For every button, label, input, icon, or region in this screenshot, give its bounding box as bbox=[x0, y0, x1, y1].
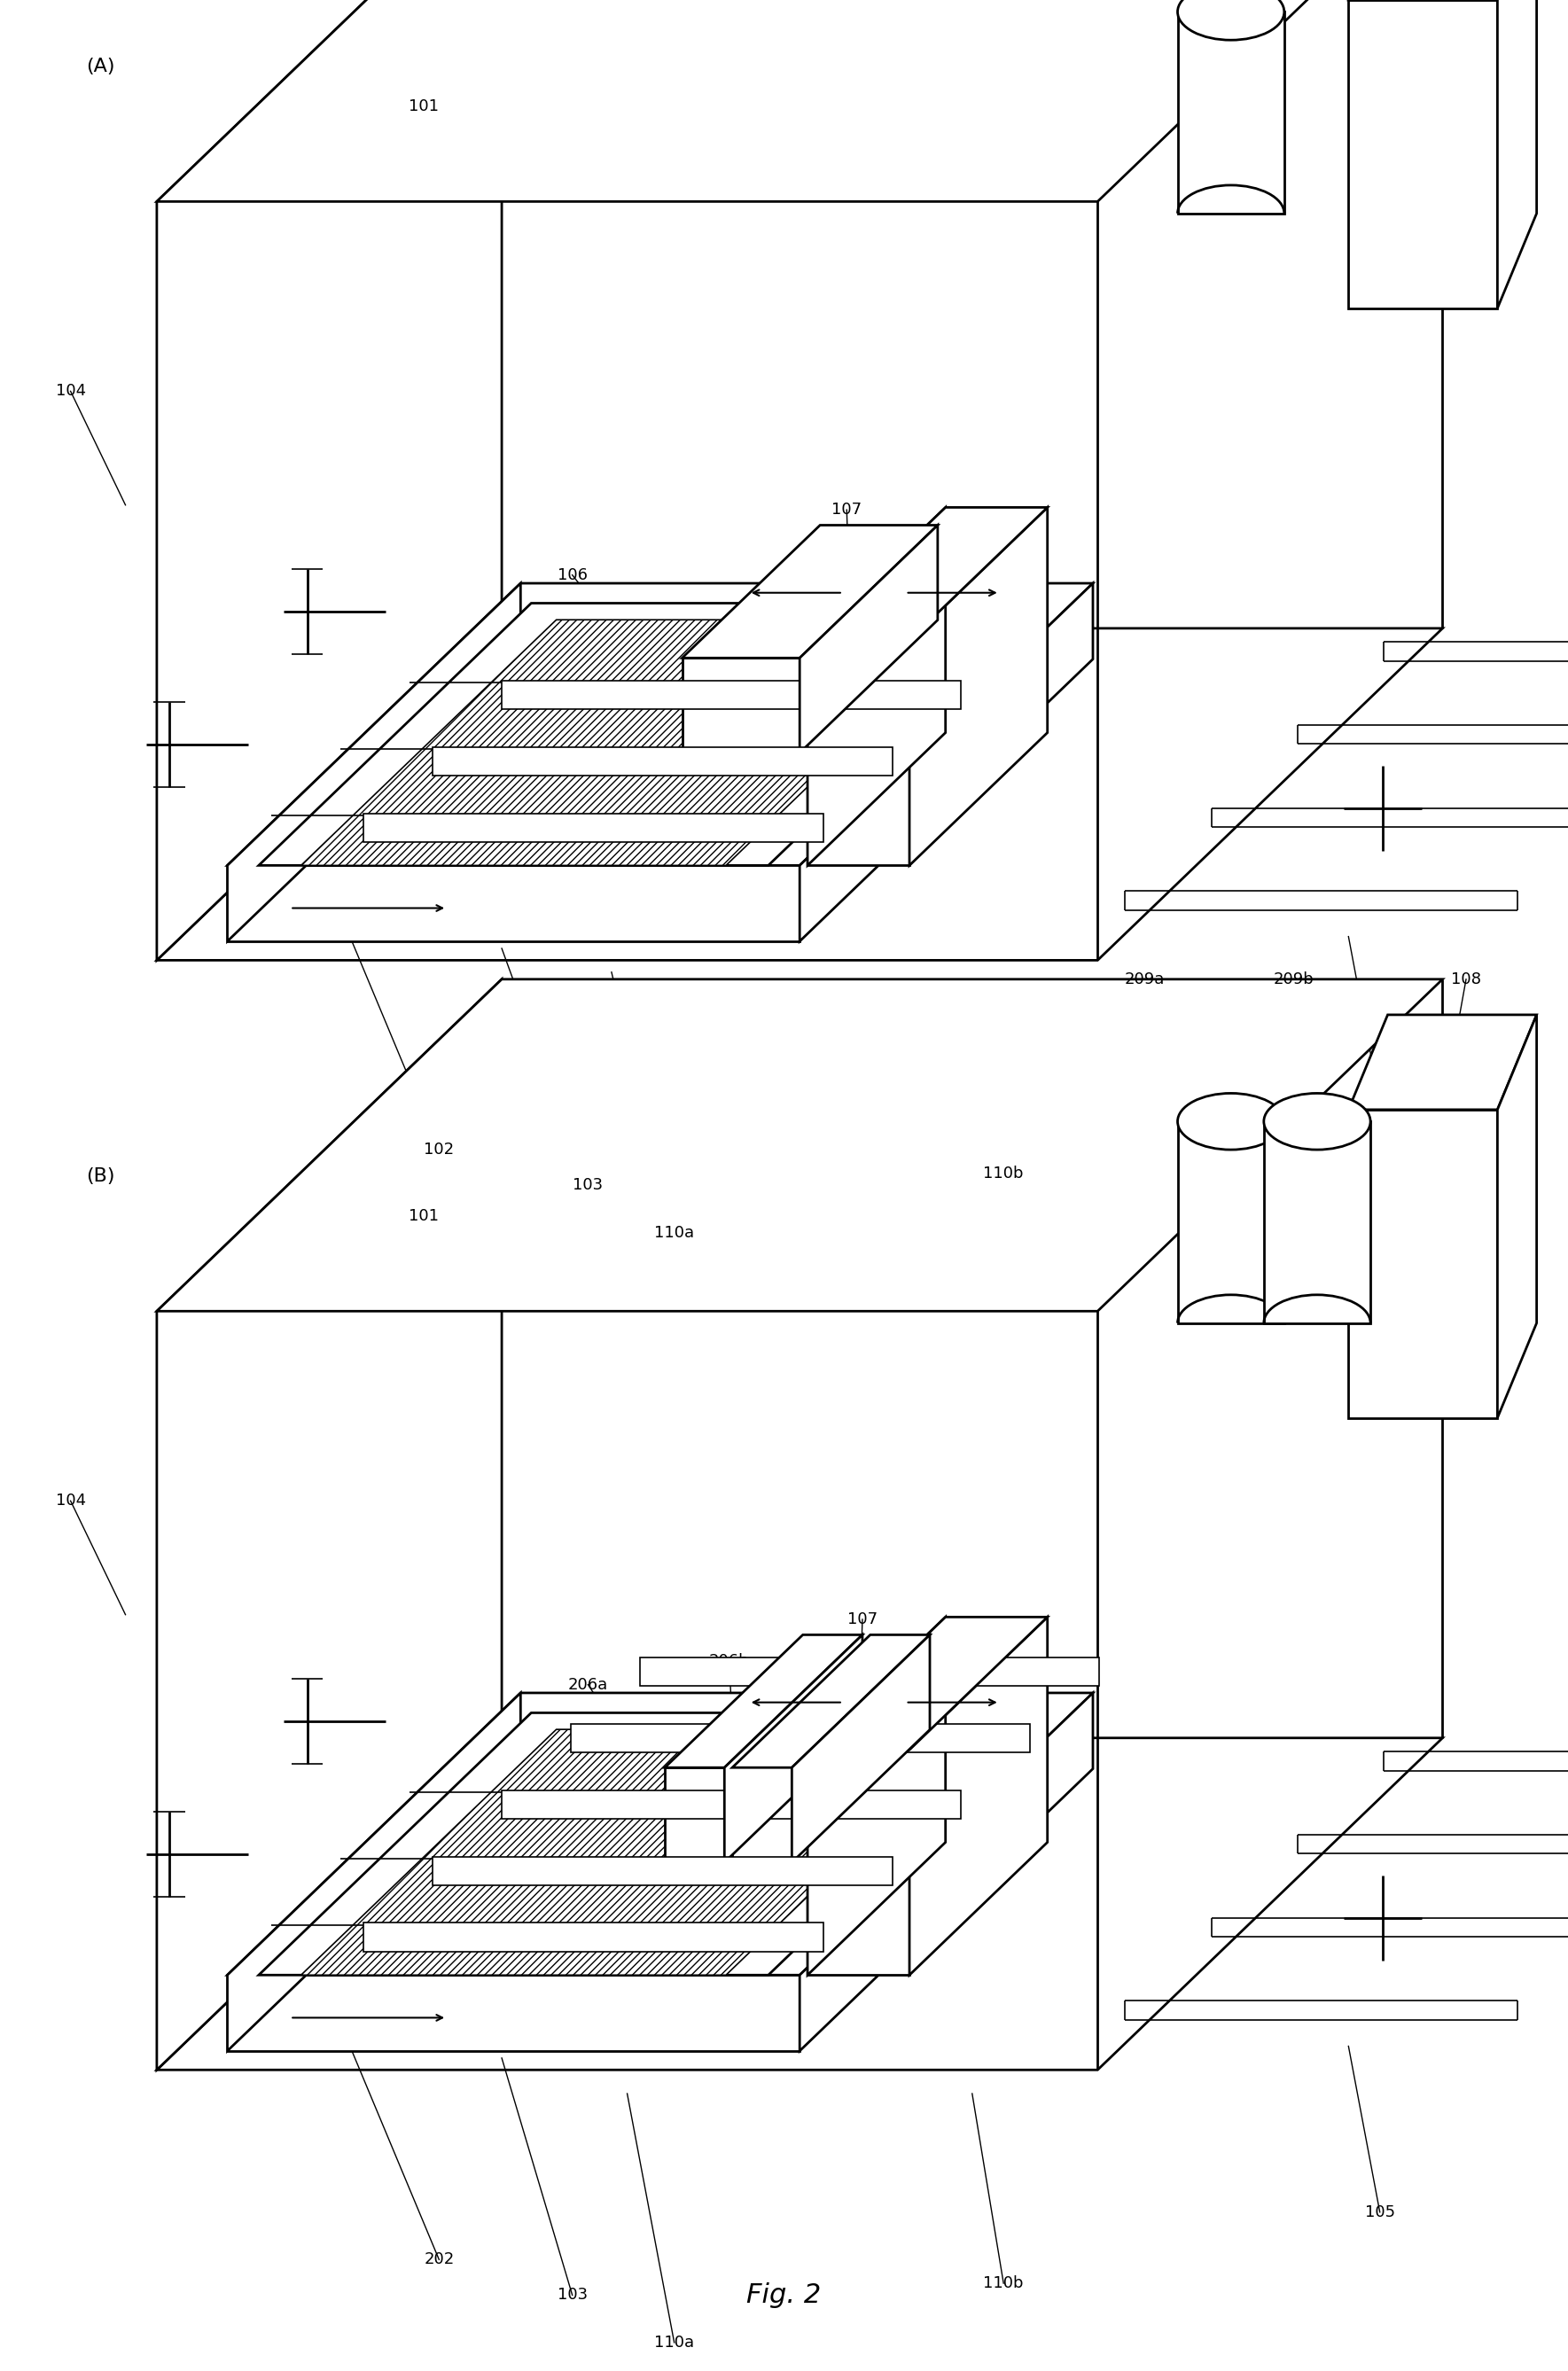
Ellipse shape bbox=[1178, 1093, 1284, 1150]
Polygon shape bbox=[157, 1738, 1443, 2070]
Polygon shape bbox=[665, 1636, 862, 1769]
Text: 206b: 206b bbox=[709, 1653, 750, 1669]
Text: 110a: 110a bbox=[654, 2335, 695, 2350]
Polygon shape bbox=[301, 619, 982, 865]
Polygon shape bbox=[502, 1790, 961, 1819]
Polygon shape bbox=[1178, 1121, 1284, 1323]
Polygon shape bbox=[157, 0, 502, 960]
Polygon shape bbox=[227, 1975, 800, 2051]
Polygon shape bbox=[1497, 1015, 1537, 1418]
Polygon shape bbox=[1348, 0, 1497, 308]
Polygon shape bbox=[227, 865, 800, 941]
Polygon shape bbox=[682, 659, 800, 754]
Text: 103: 103 bbox=[572, 1178, 604, 1193]
Text: 105: 105 bbox=[1364, 1095, 1396, 1110]
Text: 101: 101 bbox=[408, 100, 439, 114]
Text: (A): (A) bbox=[86, 57, 114, 76]
Text: 110a: 110a bbox=[654, 1226, 695, 1240]
Polygon shape bbox=[259, 1712, 1041, 1975]
Polygon shape bbox=[1348, 1110, 1497, 1418]
Polygon shape bbox=[227, 1693, 1093, 1975]
Polygon shape bbox=[792, 1636, 930, 1864]
Polygon shape bbox=[800, 1693, 1093, 2051]
Polygon shape bbox=[502, 680, 961, 709]
Polygon shape bbox=[301, 1728, 982, 1975]
Polygon shape bbox=[808, 1617, 1047, 1750]
Polygon shape bbox=[1497, 0, 1537, 308]
Text: 105: 105 bbox=[1364, 2205, 1396, 2219]
Polygon shape bbox=[364, 813, 823, 842]
Text: 103: 103 bbox=[557, 2288, 588, 2302]
Polygon shape bbox=[1178, 12, 1284, 213]
Text: 209b: 209b bbox=[1273, 972, 1314, 986]
Polygon shape bbox=[665, 1769, 724, 1864]
Polygon shape bbox=[800, 583, 1093, 941]
Text: (B): (B) bbox=[86, 1167, 114, 1186]
Polygon shape bbox=[808, 507, 946, 865]
Text: 107: 107 bbox=[831, 503, 862, 517]
Polygon shape bbox=[640, 1657, 1099, 1686]
Text: 110b: 110b bbox=[983, 1167, 1024, 1181]
Polygon shape bbox=[157, 0, 1443, 202]
Polygon shape bbox=[433, 747, 892, 775]
Text: 108: 108 bbox=[1450, 972, 1482, 986]
Text: 104: 104 bbox=[55, 384, 86, 398]
Text: Fig. 2: Fig. 2 bbox=[746, 2283, 822, 2307]
Ellipse shape bbox=[1264, 1093, 1370, 1150]
Polygon shape bbox=[157, 979, 1443, 1311]
Polygon shape bbox=[227, 1693, 521, 2051]
Text: 101: 101 bbox=[408, 1209, 439, 1223]
Polygon shape bbox=[808, 1617, 946, 1975]
Text: 106: 106 bbox=[557, 567, 588, 583]
Polygon shape bbox=[571, 1724, 1030, 1752]
Polygon shape bbox=[800, 524, 938, 754]
Polygon shape bbox=[227, 583, 1093, 865]
Ellipse shape bbox=[1178, 0, 1284, 40]
Text: 110b: 110b bbox=[983, 2276, 1024, 2290]
Text: 104: 104 bbox=[55, 1494, 86, 1508]
Polygon shape bbox=[364, 1923, 823, 1951]
Polygon shape bbox=[808, 640, 909, 865]
Polygon shape bbox=[808, 507, 1047, 640]
Polygon shape bbox=[724, 1636, 862, 1864]
Polygon shape bbox=[433, 1856, 892, 1885]
Text: 209a: 209a bbox=[1124, 972, 1165, 986]
Text: 206a: 206a bbox=[568, 1676, 608, 1693]
Polygon shape bbox=[259, 602, 1041, 865]
Text: 107: 107 bbox=[847, 1612, 878, 1627]
Polygon shape bbox=[1264, 1121, 1370, 1323]
Polygon shape bbox=[227, 583, 521, 941]
Polygon shape bbox=[157, 979, 502, 2070]
Polygon shape bbox=[732, 1636, 930, 1769]
Polygon shape bbox=[1348, 1015, 1537, 1110]
Text: 202: 202 bbox=[423, 2252, 455, 2267]
Polygon shape bbox=[682, 524, 938, 659]
Polygon shape bbox=[909, 1617, 1047, 1975]
Polygon shape bbox=[732, 1769, 792, 1864]
Polygon shape bbox=[909, 507, 1047, 865]
Polygon shape bbox=[157, 628, 1443, 960]
Polygon shape bbox=[808, 1750, 909, 1975]
Text: 102: 102 bbox=[423, 1143, 455, 1157]
